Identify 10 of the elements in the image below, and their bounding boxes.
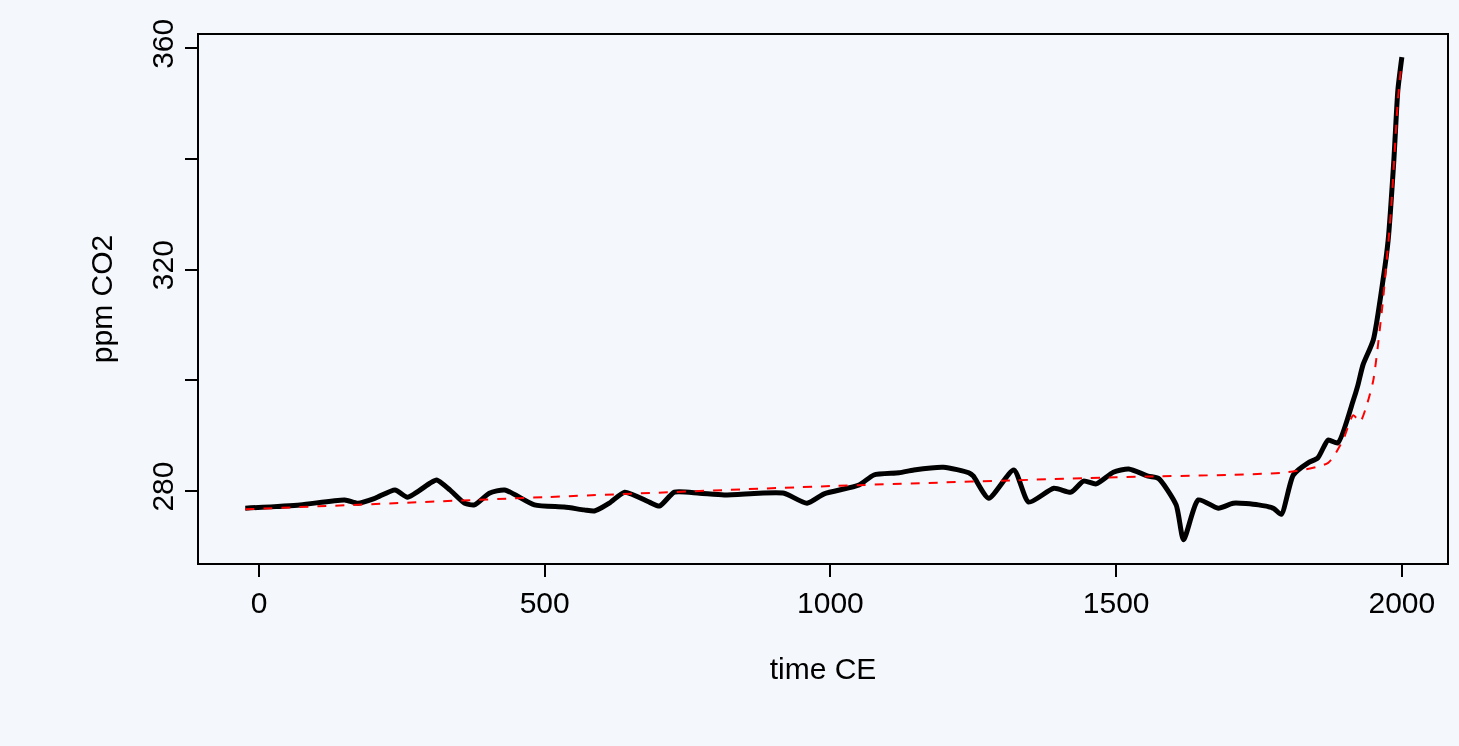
x-tick-label: 500: [519, 586, 570, 619]
y-tick-label: 280: [146, 461, 179, 512]
x-tick-label: 1500: [1082, 586, 1150, 619]
x-tick-label: 0: [250, 586, 268, 619]
x-axis-title: time CE: [769, 652, 877, 685]
y-tick-label: 320: [146, 240, 179, 291]
x-tick-label: 2000: [1368, 586, 1436, 619]
x-tick-label: 1000: [797, 586, 864, 619]
y-tick-label: 360: [146, 18, 179, 69]
y-axis-title: ppm CO2: [84, 234, 118, 364]
